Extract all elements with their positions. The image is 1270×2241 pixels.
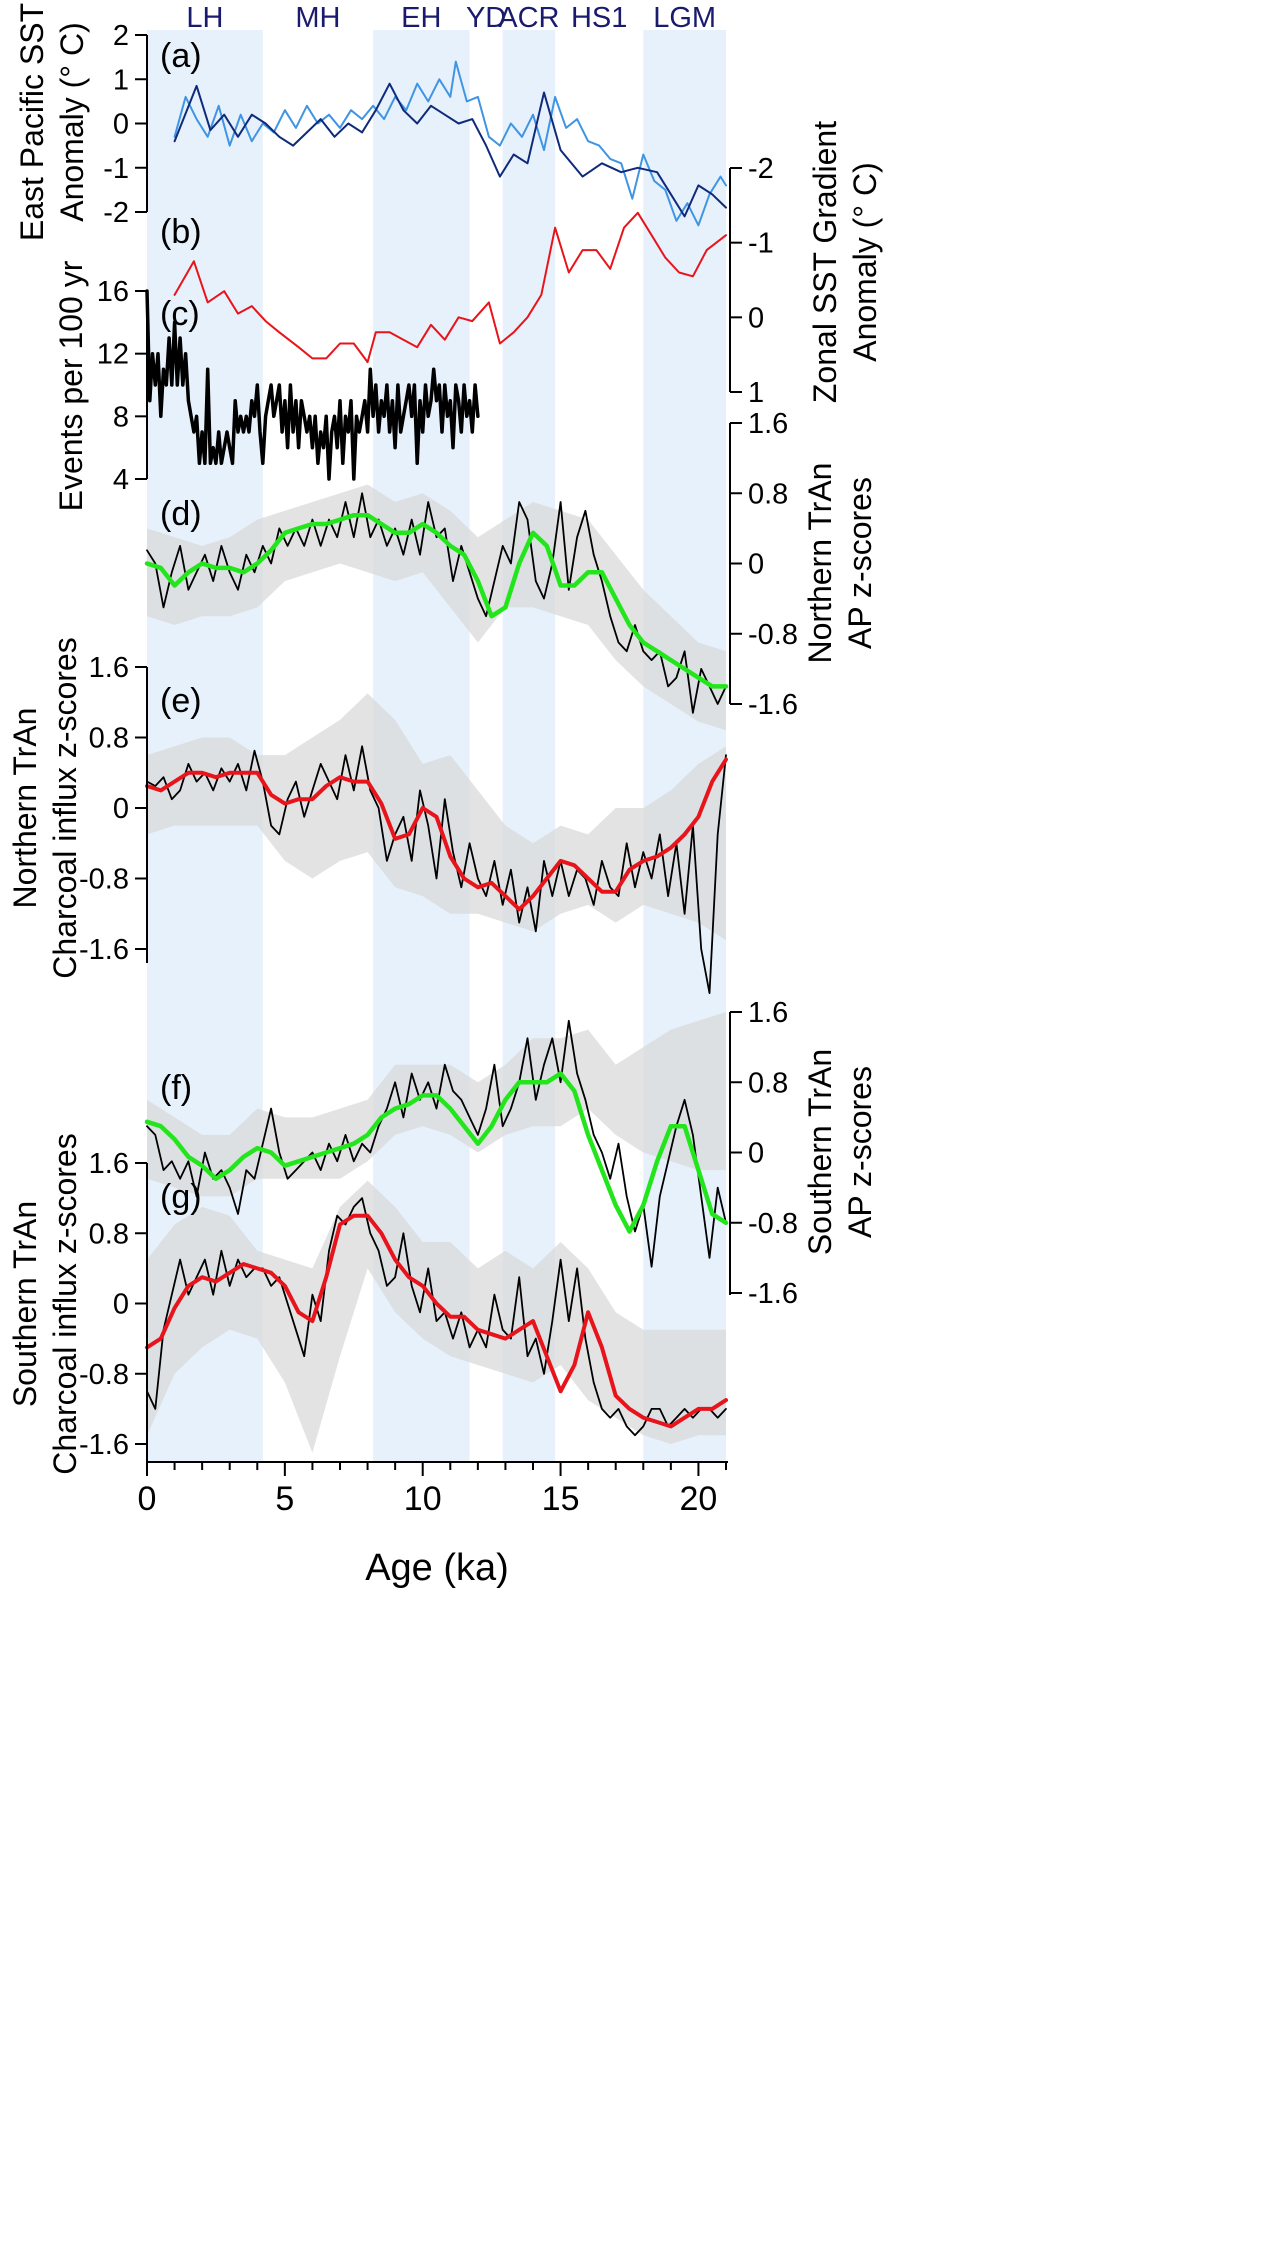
envelope-area-d — [147, 484, 726, 731]
y-tick-label-c: 16 — [97, 276, 129, 308]
period-band-acr — [502, 30, 556, 1462]
period-label-acr: ACR — [498, 2, 559, 34]
y-axis-title-line: Anomaly (° C) — [847, 162, 883, 362]
y-tick-label-g: 1.6 — [89, 1148, 129, 1180]
y-tick-label-d: 0 — [748, 549, 764, 581]
y-tick-label-g: -1.6 — [79, 1429, 129, 1461]
series-line-g-smooth_red — [145, 1213, 728, 1429]
y-tick-label-f: 0 — [748, 1138, 764, 1170]
y-axis-title-line: Anomaly (° C) — [54, 22, 90, 222]
y-tick-label-e: 0 — [113, 793, 129, 825]
panel-label-d: (d) — [160, 495, 202, 533]
panel-label-a: (a) — [160, 37, 202, 75]
series-line-e-raw — [146, 745, 727, 994]
panel-label-c: (c) — [160, 295, 200, 333]
x-tick-label: 10 — [404, 1480, 442, 1518]
y-axis-title-line: East Pacific SST — [14, 3, 50, 241]
period-label-mh: MH — [295, 2, 340, 34]
y-tick-label-a: 2 — [113, 20, 129, 52]
series-line-a-sst_light — [173, 60, 727, 227]
y-axis-title-d: Northern TrAn AP z-scores — [802, 463, 878, 664]
y-tick-label-e: 0.8 — [89, 723, 129, 755]
period-label-eh: EH — [401, 2, 441, 34]
series-line-g-raw — [146, 1197, 727, 1437]
line-layer — [144, 60, 729, 1437]
period-label-yd: YD — [466, 2, 506, 34]
y-tick-label-a: 0 — [113, 109, 129, 141]
period-label-lh: LH — [186, 2, 223, 34]
series-line-a-sst_dark — [173, 82, 727, 218]
y-tick-label-e: 1.6 — [89, 652, 129, 684]
y-tick-label-a: -2 — [103, 197, 129, 229]
y-tick-label-f: -0.8 — [748, 1208, 798, 1240]
y-tick-label-d: -1.6 — [748, 689, 798, 721]
series-line-e-smooth_red — [145, 757, 728, 912]
panel-label-b: (b) — [160, 213, 202, 251]
y-tick-label-d: 1.6 — [748, 408, 788, 440]
y-tick-label-g: 0.8 — [89, 1218, 129, 1250]
y-tick-label-c: 4 — [113, 464, 129, 496]
period-label-hs1: HS1 — [571, 2, 627, 34]
y-axis-title-line: Events per 100 yr — [53, 260, 89, 511]
y-tick-label-b: 1 — [748, 377, 764, 409]
y-axis-title-e: Northern TrAn Charcoal influx z-scores — [7, 637, 83, 978]
y-tick-label-a: 1 — [113, 64, 129, 96]
axes-layer — [135, 34, 742, 1476]
series-line-d-raw — [146, 492, 727, 714]
x-tick-label: 5 — [275, 1480, 294, 1518]
series-line-f-raw — [146, 1019, 727, 1268]
y-tick-label-d: 0.8 — [748, 478, 788, 510]
y-tick-label-g: -0.8 — [79, 1359, 129, 1391]
y-axis-title-g: Southern TrAn Charcoal influx z-scores — [7, 1133, 83, 1474]
series-line-c-events — [145, 289, 480, 481]
y-axis-title-c: Events per 100 yr — [53, 260, 89, 511]
y-axis-title-a: East Pacific SST Anomaly (° C) — [14, 3, 90, 241]
series-line-b-gradient — [173, 211, 727, 364]
y-tick-label-b: -1 — [748, 228, 774, 260]
y-tick-label-e: -0.8 — [79, 864, 129, 896]
panel-label-e: (e) — [160, 682, 202, 720]
y-tick-label-b: 0 — [748, 302, 764, 334]
y-axis-title-line: Zonal SST Gradient — [807, 121, 843, 403]
y-tick-label-d: -0.8 — [748, 619, 798, 651]
panel-label-f: (f) — [160, 1069, 192, 1107]
period-label-lgm: LGM — [653, 2, 716, 34]
y-tick-label-b: -2 — [748, 153, 774, 185]
y-tick-label-e: -1.6 — [79, 934, 129, 966]
y-tick-label-g: 0 — [113, 1289, 129, 1321]
y-axis-title-line: AP z-scores — [842, 477, 878, 649]
y-tick-label-c: 8 — [113, 401, 129, 433]
series-line-d-smooth_green — [144, 512, 729, 689]
panel-label-g: (g) — [160, 1178, 202, 1216]
x-tick-label: 0 — [138, 1480, 157, 1518]
y-axis-title-line: Charcoal influx z-scores — [47, 1133, 83, 1474]
y-tick-label-f: -1.6 — [748, 1278, 798, 1310]
y-tick-label-c: 12 — [97, 339, 129, 371]
y-axis-title-line: Southern TrAn — [7, 1201, 43, 1407]
x-axis-title: Age (ka) — [365, 1547, 509, 1589]
y-axis-title-line: Southern TrAn — [802, 1049, 838, 1255]
y-axis-title-f: Southern TrAn AP z-scores — [802, 1049, 878, 1255]
y-axis-title-b: Zonal SST Gradient Anomaly (° C) — [807, 121, 883, 403]
x-tick-label: 15 — [542, 1480, 580, 1518]
y-tick-label-a: -1 — [103, 153, 129, 185]
y-tick-label-f: 0.8 — [748, 1067, 788, 1099]
y-tick-label-f: 1.6 — [748, 997, 788, 1029]
x-tick-label: 20 — [680, 1480, 718, 1518]
y-axis-title-line: Northern TrAn — [802, 463, 838, 664]
series-line-f-smooth_green — [144, 1071, 729, 1234]
y-axis-title-line: Charcoal influx z-scores — [47, 637, 83, 978]
y-axis-title-line: AP z-scores — [842, 1066, 878, 1238]
y-axis-title-line: Northern TrAn — [7, 708, 43, 909]
